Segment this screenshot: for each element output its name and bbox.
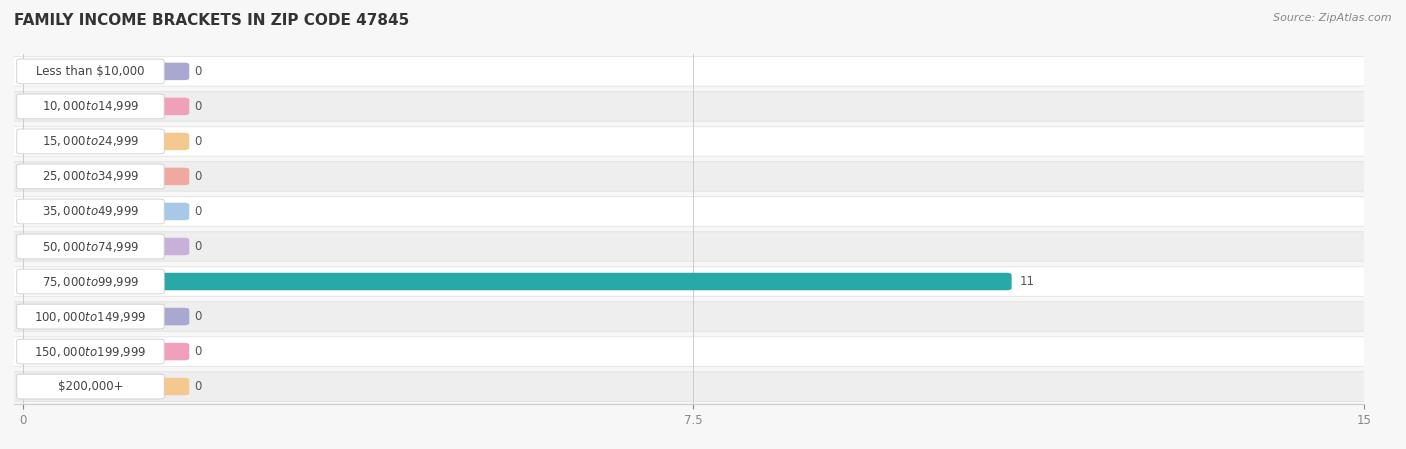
Text: $200,000+: $200,000+ <box>58 380 124 393</box>
Text: $50,000 to $74,999: $50,000 to $74,999 <box>42 239 139 254</box>
Text: 0: 0 <box>194 240 202 253</box>
FancyBboxPatch shape <box>17 94 165 119</box>
FancyBboxPatch shape <box>17 304 165 329</box>
FancyBboxPatch shape <box>0 372 1406 401</box>
FancyBboxPatch shape <box>17 234 165 259</box>
Text: $75,000 to $99,999: $75,000 to $99,999 <box>42 274 139 289</box>
Text: $35,000 to $49,999: $35,000 to $49,999 <box>42 204 139 219</box>
Text: 0: 0 <box>194 135 202 148</box>
Text: 0: 0 <box>194 380 202 393</box>
Text: $10,000 to $14,999: $10,000 to $14,999 <box>42 99 139 114</box>
FancyBboxPatch shape <box>17 129 165 154</box>
FancyBboxPatch shape <box>18 308 190 325</box>
FancyBboxPatch shape <box>18 203 190 220</box>
FancyBboxPatch shape <box>0 127 1406 156</box>
Text: 0: 0 <box>194 205 202 218</box>
Text: $150,000 to $199,999: $150,000 to $199,999 <box>34 344 146 359</box>
Text: Source: ZipAtlas.com: Source: ZipAtlas.com <box>1274 13 1392 23</box>
Text: 0: 0 <box>194 100 202 113</box>
FancyBboxPatch shape <box>17 59 165 84</box>
FancyBboxPatch shape <box>0 337 1406 366</box>
FancyBboxPatch shape <box>18 97 190 115</box>
FancyBboxPatch shape <box>0 232 1406 261</box>
FancyBboxPatch shape <box>18 343 190 360</box>
FancyBboxPatch shape <box>0 302 1406 331</box>
FancyBboxPatch shape <box>0 92 1406 121</box>
Text: 0: 0 <box>194 310 202 323</box>
FancyBboxPatch shape <box>0 267 1406 296</box>
FancyBboxPatch shape <box>17 164 165 189</box>
FancyBboxPatch shape <box>18 273 1012 290</box>
Text: $25,000 to $34,999: $25,000 to $34,999 <box>42 169 139 184</box>
FancyBboxPatch shape <box>18 133 190 150</box>
Text: 11: 11 <box>1019 275 1035 288</box>
FancyBboxPatch shape <box>17 269 165 294</box>
FancyBboxPatch shape <box>0 57 1406 86</box>
Text: 0: 0 <box>194 170 202 183</box>
Text: 0: 0 <box>194 65 202 78</box>
Text: $100,000 to $149,999: $100,000 to $149,999 <box>34 309 146 324</box>
FancyBboxPatch shape <box>18 167 190 185</box>
FancyBboxPatch shape <box>17 374 165 399</box>
FancyBboxPatch shape <box>0 197 1406 226</box>
FancyBboxPatch shape <box>17 199 165 224</box>
FancyBboxPatch shape <box>18 378 190 396</box>
Text: $15,000 to $24,999: $15,000 to $24,999 <box>42 134 139 149</box>
FancyBboxPatch shape <box>17 339 165 364</box>
FancyBboxPatch shape <box>0 162 1406 191</box>
Text: Less than $10,000: Less than $10,000 <box>37 65 145 78</box>
Text: 0: 0 <box>194 345 202 358</box>
Text: FAMILY INCOME BRACKETS IN ZIP CODE 47845: FAMILY INCOME BRACKETS IN ZIP CODE 47845 <box>14 13 409 28</box>
FancyBboxPatch shape <box>18 62 190 80</box>
FancyBboxPatch shape <box>18 238 190 255</box>
